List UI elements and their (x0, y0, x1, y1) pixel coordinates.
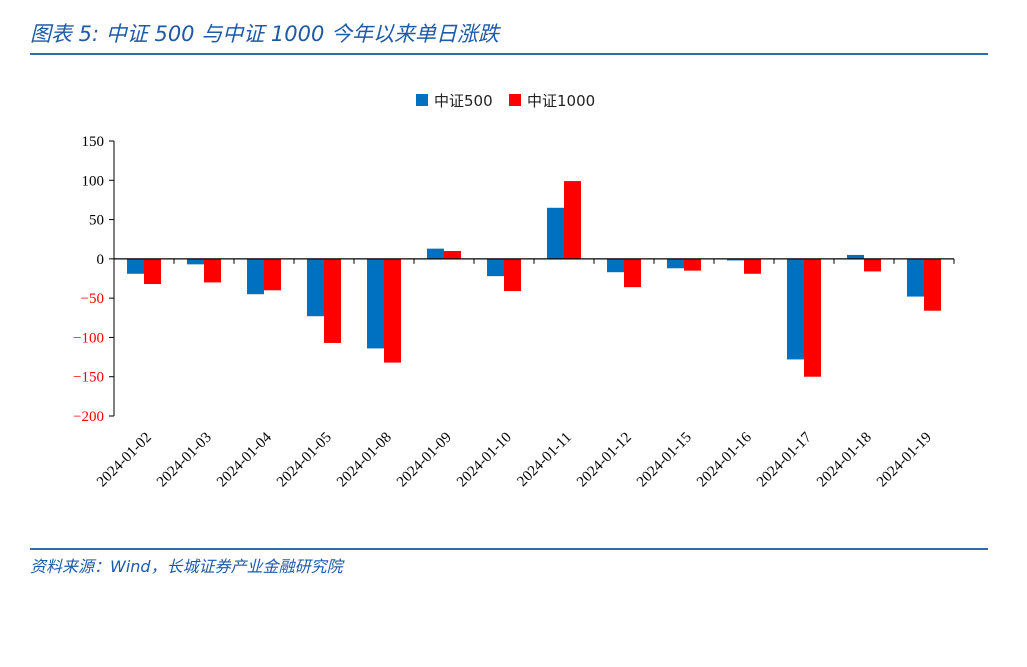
bar-csi1000 (744, 258, 761, 274)
bar-csi1000 (504, 258, 521, 292)
x-tick-label: 2024-01-18 (814, 430, 875, 491)
bar-csi500 (787, 258, 804, 360)
y-tick-label: −100 (73, 330, 104, 346)
bar-csi1000 (384, 258, 401, 363)
bar-csi1000 (144, 258, 161, 284)
x-tick-label: 2024-01-08 (334, 430, 395, 491)
bar-csi500 (727, 258, 744, 261)
x-tick-label: 2024-01-09 (394, 430, 455, 491)
bar-csi500 (487, 258, 504, 277)
x-tick-label: 2024-01-02 (94, 430, 155, 491)
legend-label-csi500: 中证500 (434, 92, 493, 110)
legend-label-csi1000: 中证1000 (527, 92, 595, 110)
bar-csi500 (187, 258, 204, 265)
bar-csi1000 (444, 251, 461, 259)
x-tick-label: 2024-01-12 (574, 430, 635, 491)
x-tick-label: 2024-01-11 (514, 430, 574, 490)
bar-csi1000 (324, 258, 341, 343)
bar-csi500 (367, 258, 384, 349)
x-tick-label: 2024-01-17 (754, 429, 815, 490)
bar-csi1000 (804, 258, 821, 377)
y-tick-label: −50 (81, 291, 104, 307)
x-tick-label: 2024-01-04 (214, 429, 275, 490)
bar-csi1000 (624, 258, 641, 288)
y-tick-label: 50 (89, 213, 104, 229)
source-rule (30, 548, 988, 550)
bar-csi500 (307, 258, 324, 317)
figure-title: 图表 5: 中证 500 与中证 1000 今年以来单日涨跌 (30, 22, 500, 46)
title-rule (30, 53, 988, 55)
bar-csi1000 (684, 258, 701, 271)
y-tick-label: 0 (97, 252, 105, 268)
legend-swatch-csi1000 (509, 94, 521, 106)
x-tick-label: 2024-01-15 (634, 430, 695, 491)
x-tick-label: 2024-01-05 (274, 430, 335, 491)
bar-csi500 (547, 207, 564, 259)
figure-source: 资料来源：Wind，长城证券产业金融研究院 (30, 557, 343, 576)
bar-csi1000 (864, 258, 881, 272)
x-tick-label: 2024-01-16 (694, 429, 755, 490)
bar-csi1000 (564, 181, 581, 259)
bar-csi1000 (204, 258, 221, 283)
bar-csi1000 (924, 258, 941, 311)
y-tick-label: −200 (73, 409, 104, 425)
bar-csi500 (907, 258, 924, 297)
y-tick-label: 150 (82, 134, 105, 150)
bar-csi500 (847, 254, 864, 259)
y-tick-label: 100 (82, 173, 105, 189)
bar-csi1000 (264, 258, 281, 291)
bar-csi500 (247, 258, 264, 295)
bar-csi500 (427, 248, 444, 259)
x-tick-label: 2024-01-03 (154, 430, 215, 491)
x-tick-label: 2024-01-19 (874, 430, 935, 491)
y-tick-label: −150 (73, 370, 104, 386)
bar-csi500 (127, 258, 144, 274)
legend-swatch-csi500 (416, 94, 428, 106)
x-tick-label: 2024-01-10 (454, 430, 515, 491)
bar-csi500 (607, 258, 624, 273)
bar-csi500 (667, 258, 684, 269)
